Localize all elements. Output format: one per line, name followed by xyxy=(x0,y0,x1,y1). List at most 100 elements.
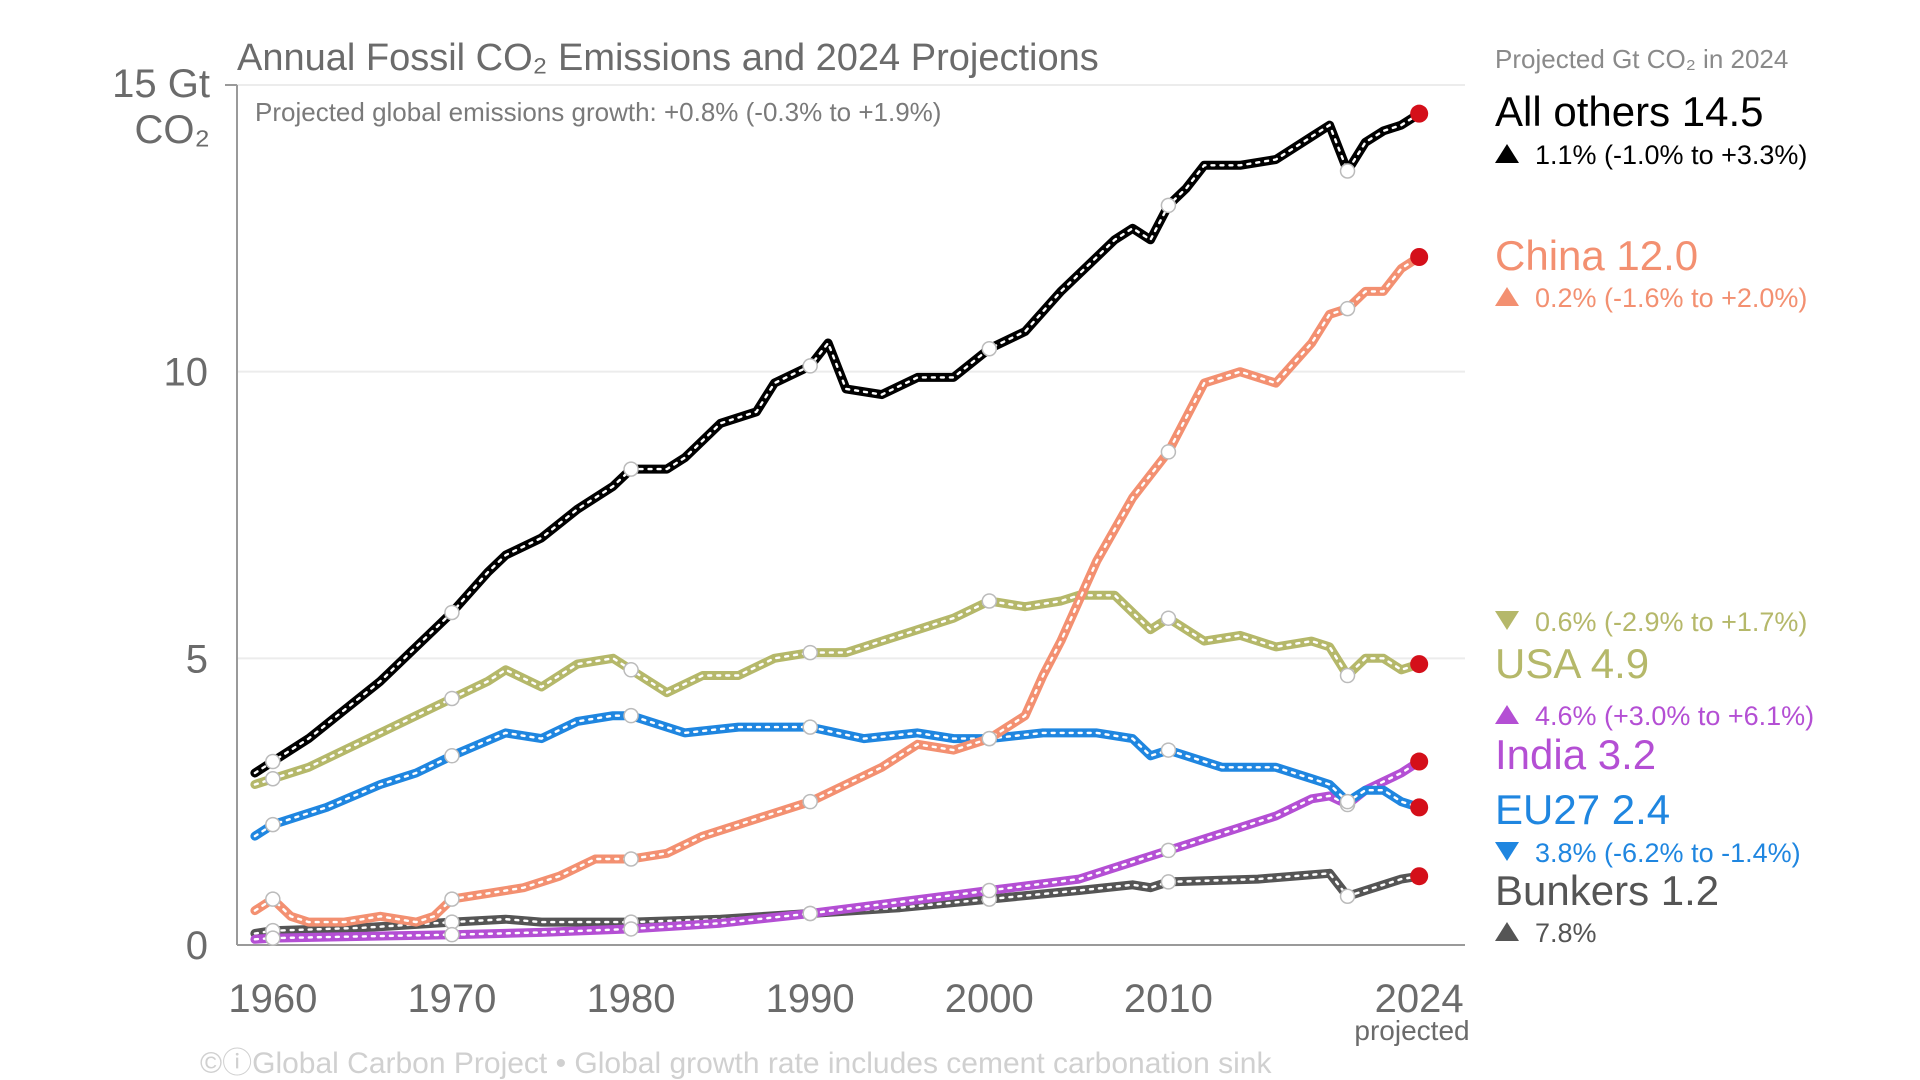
decade-marker xyxy=(981,593,998,609)
series-line-dots xyxy=(253,872,1421,935)
series-name-label: All others 14.5 xyxy=(1495,88,1764,135)
series-line-dots xyxy=(253,714,1421,838)
triangle-up-icon xyxy=(1495,705,1519,724)
triangle-down-icon xyxy=(1495,842,1519,861)
series-labels: All others 14.5 1.1% (-1.0% to +3.3%) Chin… xyxy=(1495,88,1814,948)
decade-marker xyxy=(265,770,281,787)
projection-point xyxy=(1410,248,1429,266)
decade-marker xyxy=(1160,197,1177,214)
projection-point xyxy=(1410,798,1429,817)
x-tick-labels: 1960 1970 1980 1990 2000 2010 2024 xyxy=(228,977,1463,1021)
y-tick-label: 0 xyxy=(186,924,208,968)
projected-label: projected xyxy=(1354,1015,1469,1046)
growth-label: 0.2% (-1.6% to +2.0%) xyxy=(1535,283,1807,313)
growth-label: 1.1% (-1.0% to +3.3%) xyxy=(1535,140,1807,170)
decade-marker xyxy=(623,461,639,477)
series-name-label: USA 4.9 xyxy=(1495,640,1649,687)
decade-marker xyxy=(444,604,460,621)
decade-marker xyxy=(1160,842,1177,859)
x-tick-label: 1990 xyxy=(766,977,855,1021)
projection-point xyxy=(1410,655,1429,674)
chart-subtitle: Projected global emissions growth: +0.8%… xyxy=(255,97,941,127)
y-axis-label-unit: CO₂ xyxy=(134,108,210,152)
axes xyxy=(225,84,1465,946)
decade-marker xyxy=(802,644,818,661)
decade-marker xyxy=(1339,163,1356,179)
series-name-label: China 12.0 xyxy=(1495,232,1698,279)
decade-marker xyxy=(981,340,998,357)
x-tick-label: 1970 xyxy=(407,977,496,1021)
label-usa: USA 4.90.6% (-2.9% to +1.7%) xyxy=(1495,607,1807,687)
decade-marker xyxy=(265,753,281,770)
projection-point xyxy=(1410,104,1429,123)
decade-marker xyxy=(444,690,460,707)
label-india: India 3.24.6% (+3.0% to +6.1%) xyxy=(1495,701,1814,778)
y-tick-labels: 0 5 10 xyxy=(164,351,209,968)
x-tick-label: 2000 xyxy=(945,977,1034,1021)
decade-marker xyxy=(1160,874,1177,890)
series-name-label: EU27 2.4 xyxy=(1495,786,1670,833)
x-tick-label: 2024 xyxy=(1375,977,1464,1021)
x-tick-label: 2010 xyxy=(1124,977,1213,1021)
series-name-label: India 3.2 xyxy=(1495,731,1656,778)
decade-marker xyxy=(265,891,281,907)
chart-title: Annual Fossil CO₂ Emissions and 2024 Pro… xyxy=(237,37,1099,79)
growth-label: 7.8% xyxy=(1535,918,1597,948)
growth-label: 4.6% (+3.0% to +6.1%) xyxy=(1535,701,1814,731)
series-name-label: Bunkers 1.2 xyxy=(1495,867,1719,914)
y-tick-label: 10 xyxy=(164,351,209,395)
decade-marker xyxy=(444,926,460,943)
decade-marker xyxy=(981,882,998,899)
legend-header: Projected Gt CO₂ in 2024 xyxy=(1495,44,1788,74)
label-bunkers: Bunkers 1.2 7.8% xyxy=(1495,867,1719,948)
decade-marker xyxy=(265,816,281,833)
y-tick-label: 5 xyxy=(186,637,208,681)
decade-marker xyxy=(1339,888,1356,905)
growth-label: 3.8% (-6.2% to -1.4%) xyxy=(1535,838,1801,868)
series-china xyxy=(250,248,1429,927)
triangle-down-icon xyxy=(1495,611,1519,630)
series-line xyxy=(250,109,1424,778)
label-all others: All others 14.5 1.1% (-1.0% to +3.3%) xyxy=(1495,88,1807,170)
series-line xyxy=(250,868,1424,938)
decade-marker xyxy=(623,662,639,678)
series-bunkers xyxy=(250,867,1429,939)
y-axis-label-top: 15 Gt xyxy=(112,62,210,106)
decade-marker xyxy=(623,707,639,724)
x-tick-label: 1980 xyxy=(587,977,676,1021)
decade-marker xyxy=(1339,667,1356,684)
decade-marker xyxy=(1160,742,1177,758)
series-lines xyxy=(250,104,1429,946)
series-line-dots xyxy=(253,112,1421,775)
decade-marker xyxy=(1160,610,1177,626)
series-line-dots xyxy=(253,594,1421,786)
grid-lines xyxy=(237,84,1465,660)
label-china: China 12.0 0.2% (-1.6% to +2.0%) xyxy=(1495,232,1807,313)
footer-credit: ©ⓘGlobal Carbon Project • Global growth … xyxy=(200,1047,1272,1080)
growth-label: 0.6% (-2.9% to +1.7%) xyxy=(1535,607,1807,637)
decade-marker xyxy=(623,921,639,937)
series-eu27 xyxy=(250,707,1429,841)
series-line-dots xyxy=(253,255,1421,924)
label-eu27: EU27 2.4 3.8% (-6.2% to -1.4%) xyxy=(1495,786,1801,868)
series-line xyxy=(250,590,1424,789)
series-all-others xyxy=(250,104,1429,778)
decade-marker xyxy=(802,905,818,922)
decade-marker xyxy=(1339,300,1356,317)
decade-marker xyxy=(1339,793,1356,810)
decade-marker xyxy=(802,358,818,374)
x-tick-label: 1960 xyxy=(228,977,317,1021)
decade-marker xyxy=(444,891,460,907)
series-usa xyxy=(250,590,1429,789)
triangle-up-icon xyxy=(1495,922,1519,941)
projection-point xyxy=(1410,752,1429,771)
decade-marker xyxy=(623,851,639,867)
triangle-up-icon xyxy=(1495,287,1519,306)
decade-marker xyxy=(265,930,281,946)
decade-marker xyxy=(1160,444,1177,460)
decade-marker xyxy=(981,730,998,747)
projection-point xyxy=(1410,867,1429,886)
triangle-up-icon xyxy=(1495,144,1519,163)
decade-marker xyxy=(802,793,818,810)
